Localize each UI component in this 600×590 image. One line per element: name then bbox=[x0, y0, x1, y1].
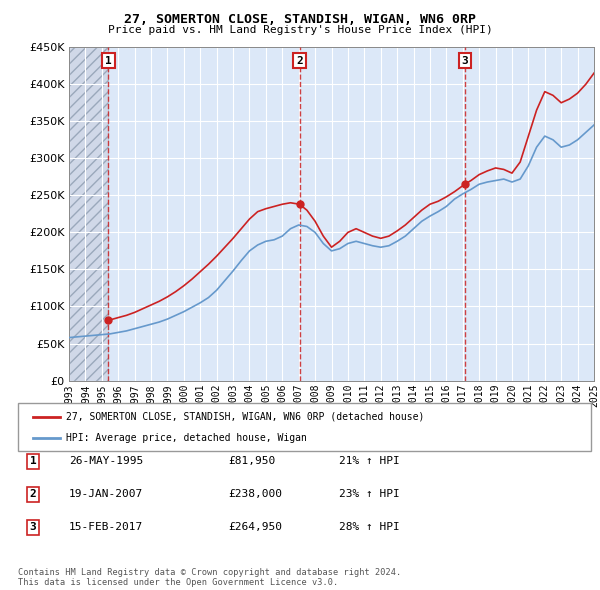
Text: 3: 3 bbox=[29, 523, 37, 532]
Text: Contains HM Land Registry data © Crown copyright and database right 2024.
This d: Contains HM Land Registry data © Crown c… bbox=[18, 568, 401, 587]
Text: 21% ↑ HPI: 21% ↑ HPI bbox=[339, 457, 400, 466]
Text: 2: 2 bbox=[296, 55, 303, 65]
Text: 3: 3 bbox=[461, 55, 468, 65]
Text: 19-JAN-2007: 19-JAN-2007 bbox=[69, 490, 143, 499]
Text: £264,950: £264,950 bbox=[228, 523, 282, 532]
Text: 1: 1 bbox=[29, 457, 37, 466]
Text: 26-MAY-1995: 26-MAY-1995 bbox=[69, 457, 143, 466]
Text: 27, SOMERTON CLOSE, STANDISH, WIGAN, WN6 0RP (detached house): 27, SOMERTON CLOSE, STANDISH, WIGAN, WN6… bbox=[66, 411, 424, 421]
Bar bbox=[69, 47, 109, 381]
Text: 23% ↑ HPI: 23% ↑ HPI bbox=[339, 490, 400, 499]
Text: 1: 1 bbox=[105, 55, 112, 65]
Text: 27, SOMERTON CLOSE, STANDISH, WIGAN, WN6 0RP: 27, SOMERTON CLOSE, STANDISH, WIGAN, WN6… bbox=[124, 13, 476, 26]
Text: £81,950: £81,950 bbox=[228, 457, 275, 466]
Text: 15-FEB-2017: 15-FEB-2017 bbox=[69, 523, 143, 532]
Bar bbox=[69, 47, 109, 381]
Text: £238,000: £238,000 bbox=[228, 490, 282, 499]
Text: 2: 2 bbox=[29, 490, 37, 499]
Bar bbox=[109, 47, 594, 381]
Text: 28% ↑ HPI: 28% ↑ HPI bbox=[339, 523, 400, 532]
Text: Price paid vs. HM Land Registry's House Price Index (HPI): Price paid vs. HM Land Registry's House … bbox=[107, 25, 493, 35]
Text: HPI: Average price, detached house, Wigan: HPI: Average price, detached house, Wiga… bbox=[66, 433, 307, 443]
